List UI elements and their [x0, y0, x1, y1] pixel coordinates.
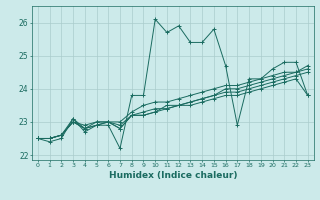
X-axis label: Humidex (Indice chaleur): Humidex (Indice chaleur) — [108, 171, 237, 180]
